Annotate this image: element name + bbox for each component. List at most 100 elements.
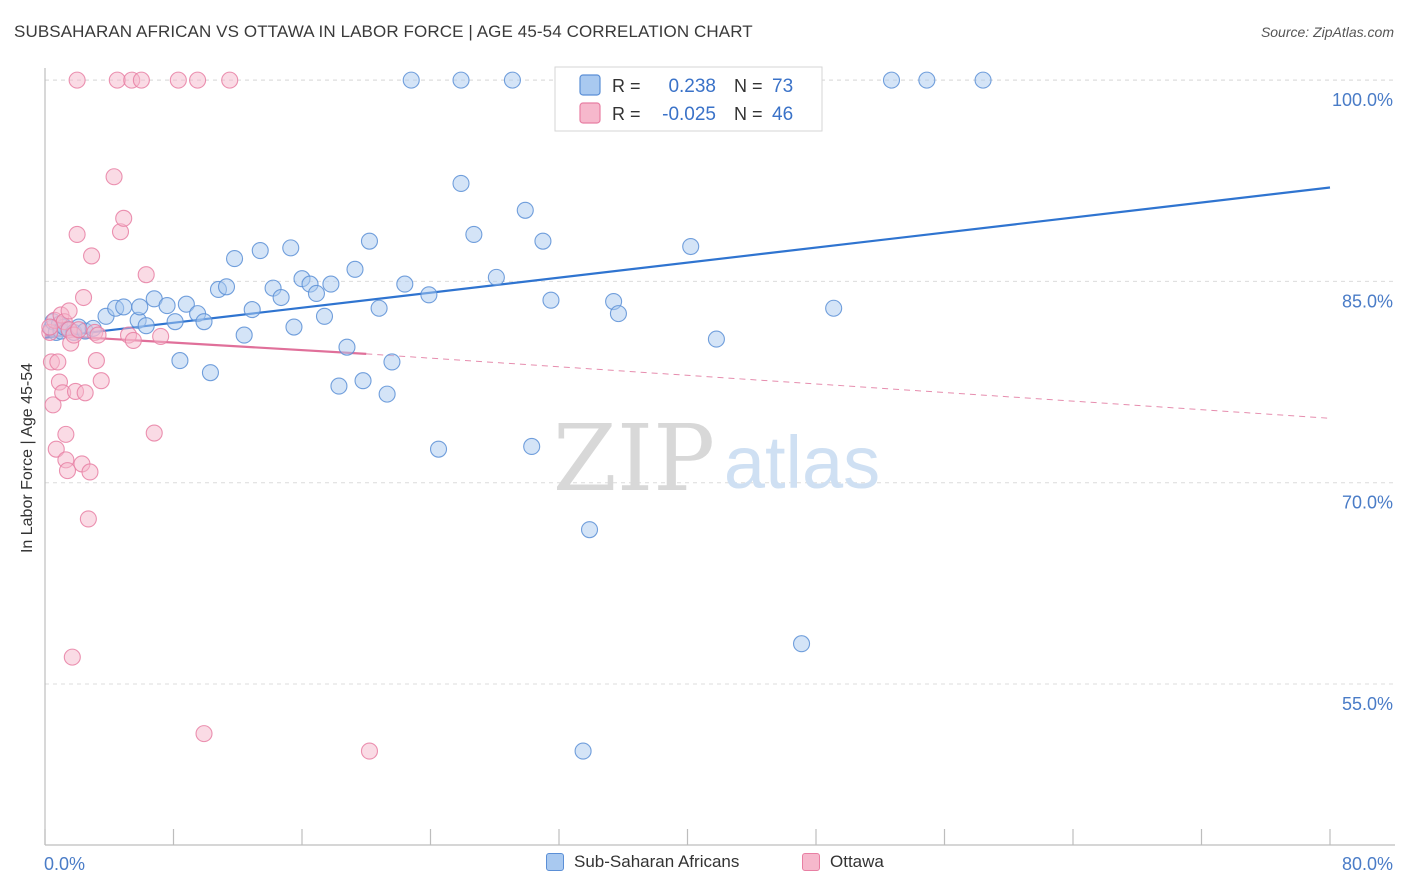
point-subsaharan bbox=[201, 364, 219, 382]
point-subsaharan bbox=[383, 353, 401, 371]
x-tick-label-max: 80.0% bbox=[1342, 854, 1393, 874]
point-subsaharan bbox=[282, 239, 300, 257]
point-ottawa bbox=[57, 425, 75, 443]
point-subsaharan bbox=[534, 232, 552, 250]
point-ottawa bbox=[169, 71, 187, 89]
point-subsaharan bbox=[251, 241, 269, 260]
point-subsaharan bbox=[452, 71, 470, 89]
point-subsaharan bbox=[360, 232, 379, 250]
legend-item-ottawa[interactable]: Ottawa bbox=[802, 852, 884, 872]
trend-lines bbox=[44, 186, 1331, 419]
point-subsaharan bbox=[396, 275, 414, 293]
point-subsaharan bbox=[825, 299, 843, 317]
legend-n-label-2: N = bbox=[734, 104, 763, 124]
point-ottawa bbox=[105, 168, 123, 186]
point-subsaharan bbox=[378, 385, 396, 403]
stats-legend: R = 0.238 N = 73 R = -0.025 N = 46 bbox=[554, 66, 823, 132]
point-ottawa bbox=[189, 71, 207, 89]
point-subsaharan bbox=[177, 295, 195, 313]
point-ottawa bbox=[145, 424, 163, 442]
point-ottawa bbox=[47, 440, 65, 458]
point-subsaharan bbox=[307, 284, 326, 303]
point-ottawa bbox=[44, 396, 62, 414]
point-subsaharan bbox=[523, 437, 541, 456]
point-subsaharan bbox=[516, 201, 534, 219]
point-ottawa bbox=[68, 225, 86, 243]
point-subsaharan bbox=[137, 317, 155, 335]
y-tick-label: 55.0% bbox=[1342, 694, 1393, 714]
legend-n-value-2: 46 bbox=[772, 104, 793, 125]
legend-r-value-2: -0.025 bbox=[662, 104, 716, 125]
point-subsaharan bbox=[792, 635, 811, 653]
point-ottawa bbox=[124, 331, 142, 350]
point-subsaharan bbox=[171, 352, 189, 370]
trend-line-ottawa-extension bbox=[366, 353, 1331, 419]
point-ottawa bbox=[81, 463, 99, 481]
point-ottawa bbox=[63, 648, 81, 666]
point-ottawa bbox=[195, 725, 213, 743]
point-subsaharan bbox=[243, 301, 261, 319]
point-ottawa bbox=[75, 288, 93, 307]
point-subsaharan bbox=[272, 288, 290, 307]
point-ottawa bbox=[115, 209, 133, 227]
point-ottawa bbox=[70, 321, 88, 339]
point-ottawa bbox=[87, 352, 105, 370]
source-label: Source: ZipAtlas.com bbox=[1260, 24, 1394, 40]
point-subsaharan bbox=[217, 278, 236, 296]
point-subsaharan bbox=[166, 313, 184, 331]
point-ottawa bbox=[58, 462, 77, 480]
y-tick-label: 100.0% bbox=[1332, 90, 1393, 110]
legend-r-label-1: R = bbox=[612, 76, 641, 96]
point-subsaharan bbox=[195, 313, 213, 331]
point-subsaharan bbox=[370, 299, 388, 317]
point-subsaharan bbox=[158, 297, 176, 315]
point-subsaharan bbox=[235, 326, 253, 344]
tick-labels: 55.0% 70.0% 85.0% 100.0% 0.0% 80.0% bbox=[44, 90, 1393, 874]
point-ottawa bbox=[360, 742, 379, 760]
point-ottawa bbox=[92, 372, 110, 390]
point-ottawa bbox=[89, 326, 107, 344]
point-subsaharan bbox=[974, 71, 992, 89]
point-ottawa bbox=[137, 266, 155, 284]
data-points bbox=[41, 71, 992, 760]
watermark-atlas: atlas bbox=[724, 421, 880, 504]
legend-r-value-1: 0.238 bbox=[668, 76, 716, 97]
watermark: ZIP atlas bbox=[553, 405, 880, 512]
point-subsaharan bbox=[465, 225, 483, 243]
point-ottawa bbox=[132, 71, 150, 89]
point-subsaharan bbox=[131, 298, 149, 316]
point-subsaharan bbox=[707, 330, 725, 348]
point-subsaharan bbox=[574, 742, 592, 760]
point-ottawa bbox=[108, 71, 126, 89]
legend-swatch-blue bbox=[579, 74, 601, 96]
legend-item-subsaharan[interactable]: Sub-Saharan Africans bbox=[546, 852, 739, 872]
point-subsaharan bbox=[542, 291, 560, 309]
point-ottawa bbox=[83, 247, 101, 265]
point-ottawa bbox=[76, 384, 94, 402]
point-ottawa bbox=[79, 510, 97, 528]
point-subsaharan bbox=[487, 268, 505, 286]
legend-swatch-pink bbox=[579, 102, 601, 124]
point-subsaharan bbox=[609, 305, 627, 323]
point-subsaharan bbox=[503, 71, 521, 89]
point-subsaharan bbox=[330, 377, 348, 395]
point-subsaharan bbox=[338, 338, 356, 356]
legend-n-label-1: N = bbox=[734, 76, 763, 96]
y-tick-label: 85.0% bbox=[1342, 291, 1393, 311]
point-subsaharan bbox=[115, 298, 133, 316]
legend-label-subsaharan: Sub-Saharan Africans bbox=[574, 852, 740, 871]
point-subsaharan bbox=[315, 307, 334, 325]
point-subsaharan bbox=[346, 260, 364, 278]
y-tick-label: 70.0% bbox=[1342, 493, 1393, 513]
point-subsaharan bbox=[682, 237, 700, 256]
point-subsaharan bbox=[420, 286, 438, 304]
legend-r-label-2: R = bbox=[612, 104, 641, 124]
legend-label-ottawa: Ottawa bbox=[830, 852, 884, 871]
point-subsaharan bbox=[402, 71, 420, 89]
point-subsaharan bbox=[322, 275, 340, 293]
legend-swatch-subsaharan bbox=[546, 853, 564, 871]
grid-lines bbox=[45, 79, 1395, 685]
x-tick-label-min: 0.0% bbox=[44, 854, 85, 874]
point-subsaharan bbox=[452, 174, 470, 193]
watermark-zip: ZIP bbox=[553, 405, 715, 512]
